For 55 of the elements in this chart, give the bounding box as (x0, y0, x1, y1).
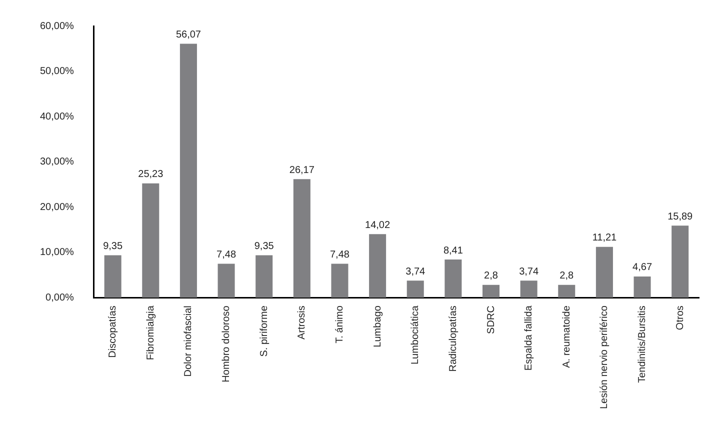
y-tick-label: 10,00% (40, 247, 74, 258)
x-tick-label: Otros (674, 306, 686, 330)
bar (520, 280, 538, 298)
bar (180, 44, 197, 298)
bar (331, 264, 348, 298)
x-tick-label: Lesión nervio periférico (599, 305, 610, 409)
data-label: 2,8 (560, 270, 574, 282)
y-tick-label: 20,00% (40, 202, 74, 213)
x-tick-label: Discopatías (108, 306, 119, 358)
x-tick-label: A. reumatoide (561, 305, 572, 368)
data-label: 15,89 (668, 211, 694, 222)
bar (406, 280, 424, 298)
bar (482, 284, 500, 298)
data-label: 7,48 (216, 250, 236, 260)
y-tick-label: 0,00% (46, 292, 74, 304)
data-label: 9,35 (103, 241, 123, 252)
x-tick-label: S. piriforme (258, 305, 270, 357)
data-label: 4,67 (632, 262, 652, 274)
data-label: 8,41 (443, 245, 464, 256)
x-tick-label: SDRC (486, 306, 497, 334)
x-tick-label: Fibromialgia (145, 305, 156, 360)
x-tick-label: Tendinitis/Bursitis (637, 306, 648, 383)
bar (596, 246, 613, 298)
bar (104, 255, 122, 298)
data-label: 25,23 (138, 169, 164, 180)
bar (558, 284, 576, 298)
y-tick-label: 60,00% (40, 20, 74, 32)
data-label: 11,21 (592, 232, 618, 244)
bar (142, 183, 160, 298)
bar (293, 179, 310, 298)
bar (369, 234, 386, 298)
data-label: 2,8 (484, 270, 498, 282)
bar (634, 276, 651, 298)
data-label: 56,07 (176, 30, 202, 41)
data-label: 9,35 (254, 241, 274, 252)
bar (218, 264, 235, 298)
x-tick-label: Radiculopatías (448, 306, 459, 372)
x-tick-label: Artrosis (296, 306, 308, 340)
data-label: 3,74 (406, 266, 426, 278)
x-tick-label: Lumbago (372, 305, 384, 348)
y-tick-label: 30,00% (40, 156, 74, 168)
y-tick-label: 50,00% (40, 66, 74, 78)
x-tick-label: T. ánimo (334, 305, 346, 344)
x-tick-label: Espalda fallida (524, 305, 535, 371)
data-label: 3,74 (519, 266, 539, 278)
x-tick-label: Dolor miofascial (183, 306, 194, 377)
bar (672, 226, 689, 298)
data-label: 7,48 (330, 250, 350, 260)
data-label: 14,02 (365, 220, 390, 231)
y-tick-label: 40,00% (40, 111, 74, 122)
x-tick-label: Hombro doloroso (221, 305, 232, 382)
bar (256, 255, 273, 298)
data-label: 26,17 (289, 164, 315, 176)
x-tick-label: Lumbociática (410, 305, 422, 365)
bar (444, 260, 462, 298)
